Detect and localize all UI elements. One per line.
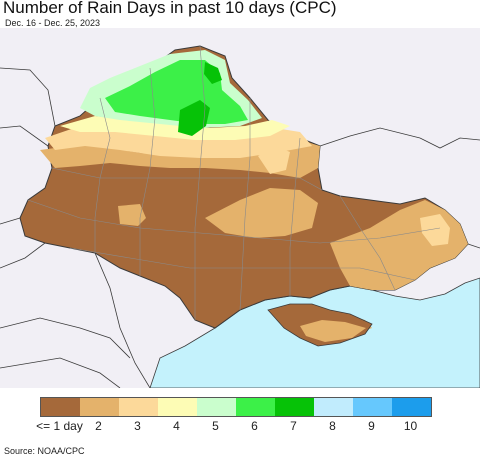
- legend-swatch: [41, 398, 80, 416]
- map-title: Number of Rain Days in past 10 days (CPC…: [3, 0, 337, 17]
- legend-swatch: [275, 398, 314, 416]
- zone-2-days-north: [40, 140, 320, 178]
- legend-swatch: [392, 398, 431, 416]
- zone-2-days-west-spot: [118, 204, 146, 226]
- legend-swatch: [158, 398, 197, 416]
- legend-label: 3: [134, 419, 141, 433]
- legend-swatch: [119, 398, 158, 416]
- legend-label: 7: [290, 419, 297, 433]
- neighbour-borders: [0, 67, 480, 388]
- legend-label: <= 1 day: [36, 419, 83, 433]
- zone-3-days-north: [45, 126, 312, 158]
- date-range: Dec. 16 - Dec. 25, 2023: [5, 18, 101, 28]
- legend-label: 2: [95, 419, 102, 433]
- zone-4-days: [60, 116, 290, 140]
- legend-label: 6: [251, 419, 258, 433]
- legend-swatch: [80, 398, 119, 416]
- legend-label: 4: [173, 419, 180, 433]
- legend-swatch: [197, 398, 236, 416]
- source-credit: Source: NOAA/CPC: [4, 446, 85, 456]
- zone-3-days-northeast: [258, 146, 290, 174]
- zone-7-days-central: [178, 100, 210, 136]
- legend-labels: <= 1 day 2 3 4 5 6 7 8 9 10: [30, 419, 450, 433]
- legend-swatch: [314, 398, 353, 416]
- rain-days-map: [0, 28, 480, 388]
- legend-swatch: [236, 398, 275, 416]
- zone-7-days-north: [204, 62, 222, 84]
- legend-label: 5: [212, 419, 219, 433]
- oblast-boundaries: [27, 45, 441, 320]
- zone-2-days-central: [205, 188, 318, 238]
- crimea-south-zone: [300, 320, 366, 342]
- zone-3-days-east: [420, 214, 450, 246]
- legend-label: 10: [403, 419, 418, 433]
- legend-swatch: [353, 398, 392, 416]
- legend-label: 8: [329, 419, 336, 433]
- color-legend: [40, 397, 432, 417]
- legend-label: 9: [368, 419, 375, 433]
